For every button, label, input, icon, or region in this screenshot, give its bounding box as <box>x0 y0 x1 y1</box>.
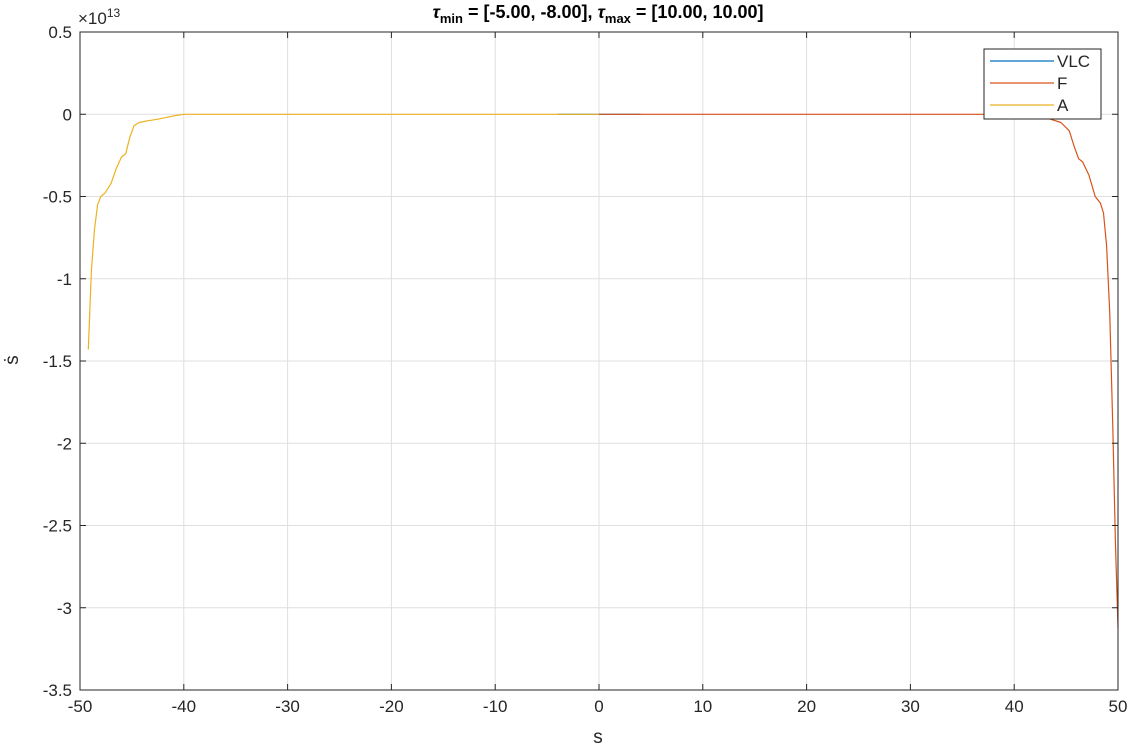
chart-title: τmin = [-5.00, -8.00], τmax = [10.00, 10… <box>432 2 763 26</box>
x-tick-label: -40 <box>172 697 197 716</box>
y-exponent-base: ×10 <box>78 9 107 28</box>
x-tick-label: 10 <box>693 697 712 716</box>
series-line-f <box>599 113 1119 628</box>
series-layer <box>87 113 1119 628</box>
title-max-subscript: max <box>605 11 632 26</box>
x-tick-label: 40 <box>1005 697 1024 716</box>
y-tick-label: 0 <box>63 105 72 124</box>
x-tick-label: -20 <box>379 697 404 716</box>
y-exponent-label: ×1013 <box>78 6 121 28</box>
x-tick-label: -50 <box>68 697 93 716</box>
y-tick-label: -2.5 <box>43 517 72 536</box>
y-tick-label: -2 <box>57 434 72 453</box>
y-tick-label: 0.5 <box>48 23 72 42</box>
y-axis-label: ṡ <box>2 355 23 365</box>
series-line-a <box>87 113 599 350</box>
x-tick-label: 50 <box>1109 697 1128 716</box>
x-tick-label: 20 <box>797 697 816 716</box>
axis-ticks: -50 -40 -30 -20 -10 0 10 20 30 40 50 0.5 0 -0.5 -1 -1.5… <box>43 23 1128 716</box>
x-axis-label: s <box>593 727 603 746</box>
x-tick-label: 0 <box>594 697 603 716</box>
y-tick-label: -3 <box>57 599 72 618</box>
y-tick-label: -1 <box>57 270 72 289</box>
y-exponent-power: 13 <box>107 6 121 20</box>
grid-lines <box>79 31 1119 691</box>
x-tick-label: 30 <box>901 697 920 716</box>
y-tick-label: -3.5 <box>43 681 72 700</box>
title-tau-min: τ <box>432 2 441 22</box>
title-tau-max: τ <box>598 2 607 22</box>
x-tick-label: -30 <box>275 697 300 716</box>
title-max-value: = [10.00, 10.00] <box>631 2 764 22</box>
legend: VLC FA <box>983 48 1102 120</box>
title-min-subscript: min <box>440 11 463 26</box>
y-tick-label: -1.5 <box>43 352 72 371</box>
x-tick-label: -10 <box>483 697 508 716</box>
legend-label-vlc: VLC <box>1057 52 1090 71</box>
y-tick-label: -0.5 <box>43 188 72 207</box>
legend-label-a: A <box>1057 96 1069 115</box>
title-min-value: = [-5.00, -8.00], <box>463 2 598 22</box>
legend-label-f: F <box>1057 74 1067 93</box>
